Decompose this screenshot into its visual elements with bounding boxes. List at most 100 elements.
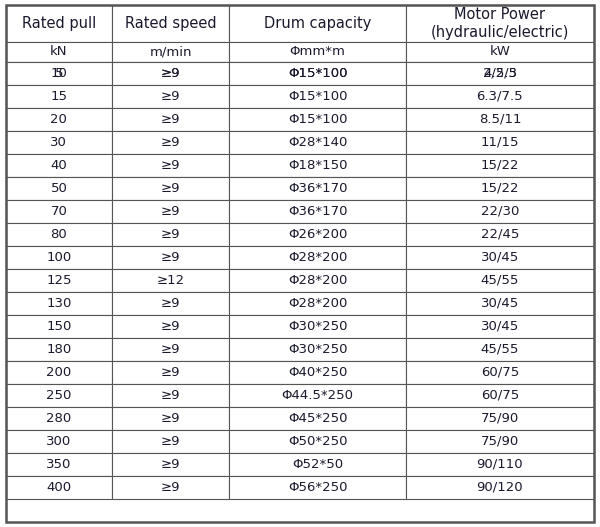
Bar <box>406 222 594 246</box>
Text: Φ44.5*250: Φ44.5*250 <box>281 389 353 402</box>
Text: 280: 280 <box>46 412 71 425</box>
Text: 180: 180 <box>46 343 71 356</box>
Text: 20: 20 <box>50 113 67 125</box>
Text: 30/45: 30/45 <box>481 297 519 310</box>
Text: Φ26*200: Φ26*200 <box>288 228 347 241</box>
Text: 60/75: 60/75 <box>481 389 519 402</box>
Text: Φ28*200: Φ28*200 <box>288 297 347 310</box>
Bar <box>112 42 229 62</box>
Bar <box>229 222 406 246</box>
Bar <box>229 246 406 269</box>
Bar <box>6 315 112 338</box>
Text: 11/15: 11/15 <box>481 135 519 149</box>
Text: 22/30: 22/30 <box>481 204 519 218</box>
Text: Φ28*200: Φ28*200 <box>288 274 347 287</box>
Bar <box>229 131 406 154</box>
Text: 350: 350 <box>46 458 71 471</box>
Bar <box>6 453 112 476</box>
Text: ≥9: ≥9 <box>161 159 181 172</box>
Text: 45/55: 45/55 <box>481 274 519 287</box>
Bar <box>112 430 229 453</box>
Text: Φ18*150: Φ18*150 <box>288 159 347 172</box>
Text: 15/22: 15/22 <box>481 182 519 194</box>
Text: 4/5.5: 4/5.5 <box>483 66 517 80</box>
Bar <box>406 360 594 384</box>
Bar <box>229 108 406 131</box>
Bar <box>6 222 112 246</box>
Bar <box>6 246 112 269</box>
Text: kW: kW <box>490 45 511 58</box>
Text: Drum capacity: Drum capacity <box>264 16 371 31</box>
Text: 200: 200 <box>46 366 71 379</box>
Text: Φmm*m: Φmm*m <box>290 45 346 58</box>
Text: 15/22: 15/22 <box>481 159 519 172</box>
Text: 70: 70 <box>50 204 67 218</box>
Bar <box>112 384 229 407</box>
Bar <box>229 476 406 499</box>
Bar <box>6 108 112 131</box>
Bar <box>112 269 229 291</box>
Text: ≥9: ≥9 <box>161 66 181 80</box>
Bar <box>112 453 229 476</box>
Text: ≥9: ≥9 <box>161 251 181 264</box>
Bar <box>112 200 229 222</box>
Text: Φ15*100: Φ15*100 <box>288 66 347 80</box>
Text: Φ40*250: Φ40*250 <box>288 366 347 379</box>
Bar <box>406 269 594 291</box>
Bar <box>112 85 229 108</box>
Bar <box>229 430 406 453</box>
Bar <box>229 384 406 407</box>
Text: 90/120: 90/120 <box>476 481 523 494</box>
Bar <box>406 338 594 360</box>
Text: Φ28*140: Φ28*140 <box>288 135 347 149</box>
Bar <box>229 42 406 62</box>
Text: ≥9: ≥9 <box>161 366 181 379</box>
Text: 90/110: 90/110 <box>476 458 523 471</box>
Bar <box>112 476 229 499</box>
Bar <box>112 291 229 315</box>
Text: 40: 40 <box>50 159 67 172</box>
Bar <box>229 315 406 338</box>
Text: 15: 15 <box>50 90 67 103</box>
Text: 300: 300 <box>46 435 71 448</box>
Bar <box>112 222 229 246</box>
Text: Rated pull: Rated pull <box>22 16 96 31</box>
Bar <box>406 291 594 315</box>
Bar <box>6 42 112 62</box>
Bar <box>406 85 594 108</box>
Bar <box>406 154 594 177</box>
Text: ≥12: ≥12 <box>157 274 185 287</box>
Bar <box>406 108 594 131</box>
Text: Motor Power
(hydraulic/electric): Motor Power (hydraulic/electric) <box>431 7 569 40</box>
Text: Φ56*250: Φ56*250 <box>288 481 347 494</box>
Text: 100: 100 <box>46 251 71 264</box>
Bar <box>406 315 594 338</box>
Text: 80: 80 <box>50 228 67 241</box>
Bar <box>6 291 112 315</box>
Bar <box>6 154 112 177</box>
Text: Φ15*100: Φ15*100 <box>288 90 347 103</box>
Text: 30: 30 <box>50 135 67 149</box>
Text: ≥9: ≥9 <box>161 458 181 471</box>
Bar <box>6 62 112 85</box>
Text: Φ36*170: Φ36*170 <box>288 204 347 218</box>
Bar <box>112 108 229 131</box>
Bar <box>112 315 229 338</box>
Bar <box>6 269 112 291</box>
Bar <box>112 246 229 269</box>
Bar <box>6 384 112 407</box>
Bar <box>229 407 406 430</box>
Bar <box>229 62 406 85</box>
Text: ≥9: ≥9 <box>161 412 181 425</box>
Bar <box>406 476 594 499</box>
Text: 30/45: 30/45 <box>481 320 519 333</box>
Text: ≥9: ≥9 <box>161 90 181 103</box>
Bar <box>229 291 406 315</box>
Text: 125: 125 <box>46 274 71 287</box>
Text: ≥9: ≥9 <box>161 204 181 218</box>
Text: 130: 130 <box>46 297 71 310</box>
Text: 75/90: 75/90 <box>481 412 519 425</box>
Bar <box>112 338 229 360</box>
Text: ≥9: ≥9 <box>161 297 181 310</box>
Text: Φ50*250: Φ50*250 <box>288 435 347 448</box>
